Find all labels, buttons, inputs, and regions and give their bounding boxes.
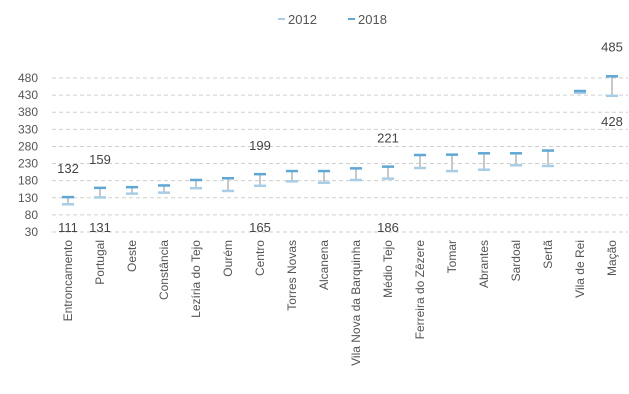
data-label: 111: [58, 220, 78, 235]
y-tick-label: 80: [25, 208, 39, 222]
x-tick-label: Sardoal: [509, 240, 523, 281]
data-label: 428: [601, 114, 623, 129]
x-tick-label: Vila Nova da Barquinha: [349, 240, 363, 366]
x-tick-label: Entroncamento: [61, 240, 75, 322]
x-tick-label: Mação: [605, 240, 619, 276]
legend-label-2012: 2012: [288, 12, 317, 27]
y-axis: 30 80 130 180 230 280 330 380 430 480: [18, 71, 38, 239]
x-tick-label: Sertã: [541, 240, 555, 269]
chart-legend: 2012 2018: [278, 12, 387, 27]
y-tick-label: 230: [18, 157, 38, 171]
x-tick-label: Tomar: [445, 240, 459, 273]
y-tick-label: 30: [25, 225, 39, 239]
x-tick-label: Ferreira do Zêzere: [413, 240, 427, 340]
gridlines: [52, 77, 628, 233]
x-tick-label: Torres Novas: [285, 240, 299, 311]
data-label: 159: [89, 152, 111, 167]
x-tick-label: Oeste: [125, 240, 139, 272]
x-tick-label: Abrantes: [477, 240, 491, 288]
data-label: 186: [377, 220, 399, 235]
y-tick-label: 380: [18, 105, 38, 119]
legend-label-2018: 2018: [358, 12, 387, 27]
data-label: 132: [57, 161, 79, 176]
data-label: 221: [377, 131, 399, 146]
data-label: 485: [601, 39, 623, 54]
x-axis: Entroncamento Portugal Oeste Constância Lezí…: [61, 240, 619, 366]
x-tick-label: Constância: [157, 240, 171, 300]
y-tick-label: 180: [18, 174, 38, 188]
x-tick-label: Vila de Rei: [573, 240, 587, 298]
y-tick-label: 280: [18, 139, 38, 153]
data-label: 165: [249, 220, 271, 235]
x-tick-label: Lezíria do Tejo: [189, 240, 203, 318]
data-label: 131: [89, 220, 111, 235]
y-tick-label: 330: [18, 122, 38, 136]
data-labels: 132 111 159 131 199 165 221 186 485 428: [57, 39, 623, 235]
x-tick-label: Portugal: [93, 240, 107, 285]
x-tick-label: Ourém: [221, 240, 235, 277]
y-tick-label: 130: [18, 191, 38, 205]
plot-area: [62, 75, 618, 206]
x-tick-label: Centro: [253, 240, 267, 276]
data-label: 199: [249, 138, 271, 153]
y-tick-label: 480: [18, 71, 38, 85]
x-tick-label: Médio Tejo: [381, 240, 395, 298]
y-tick-label: 430: [18, 88, 38, 102]
x-tick-label: Alcanena: [317, 240, 331, 290]
